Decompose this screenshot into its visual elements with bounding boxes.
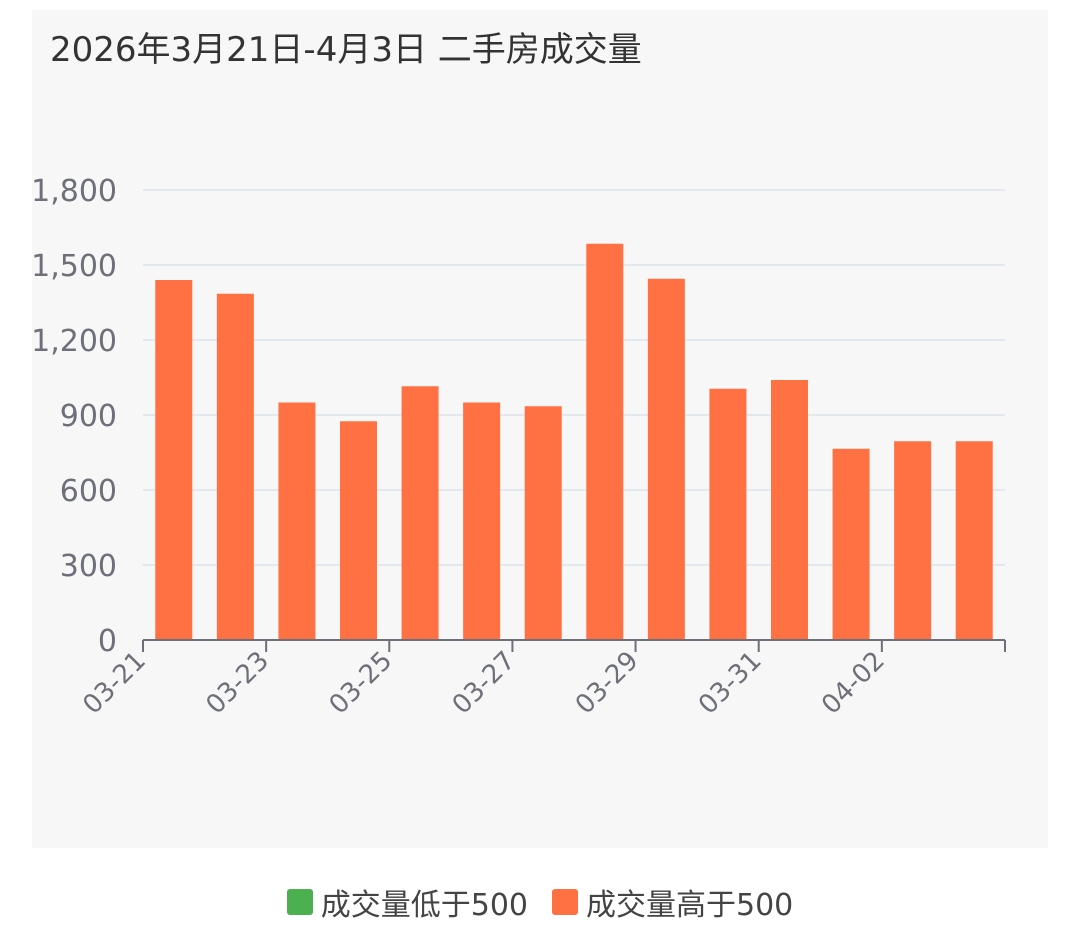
bar	[155, 280, 193, 640]
bar	[278, 402, 316, 640]
legend-item-below-500[interactable]: 成交量低于500	[286, 880, 528, 924]
legend-item-above-500[interactable]: 成交量高于500	[552, 880, 793, 924]
bar	[401, 386, 439, 640]
bar	[524, 406, 562, 640]
bar	[647, 278, 685, 640]
y-tick-label: 300	[60, 549, 117, 584]
x-tick-label: 03-29	[570, 646, 645, 721]
legend-swatch-below-500	[286, 889, 313, 915]
bar	[955, 441, 993, 640]
y-tick-label: 1,800	[31, 174, 117, 209]
bar	[340, 421, 377, 640]
bar	[832, 448, 870, 640]
bar	[709, 388, 747, 640]
legend-label-below-500: 成交量低于500	[320, 888, 528, 923]
y-tick-label: 0	[98, 624, 117, 659]
x-tick-label: 03-25	[324, 646, 399, 721]
x-tick-label: 03-27	[447, 646, 522, 721]
bar	[894, 441, 932, 640]
y-tick-label: 1,500	[31, 249, 117, 284]
bar	[586, 243, 624, 640]
chart-title: 2026年3月21日-4月3日 二手房成交量	[50, 30, 642, 70]
y-tick-label: 600	[60, 474, 117, 509]
y-tick-label: 1,200	[31, 324, 117, 359]
y-tick-label: 900	[60, 399, 117, 434]
bar	[771, 380, 808, 640]
x-tick-label: 03-23	[200, 646, 275, 721]
bar	[463, 402, 501, 640]
legend-label-above-500: 成交量高于500	[586, 888, 794, 923]
x-tick-label: 03-31	[693, 646, 768, 721]
bar	[216, 293, 254, 640]
legend-swatch-above-500	[552, 889, 578, 915]
x-tick-label: 04-02	[816, 646, 891, 721]
legend: 成交量低于500 成交量高于500	[0, 880, 1080, 924]
